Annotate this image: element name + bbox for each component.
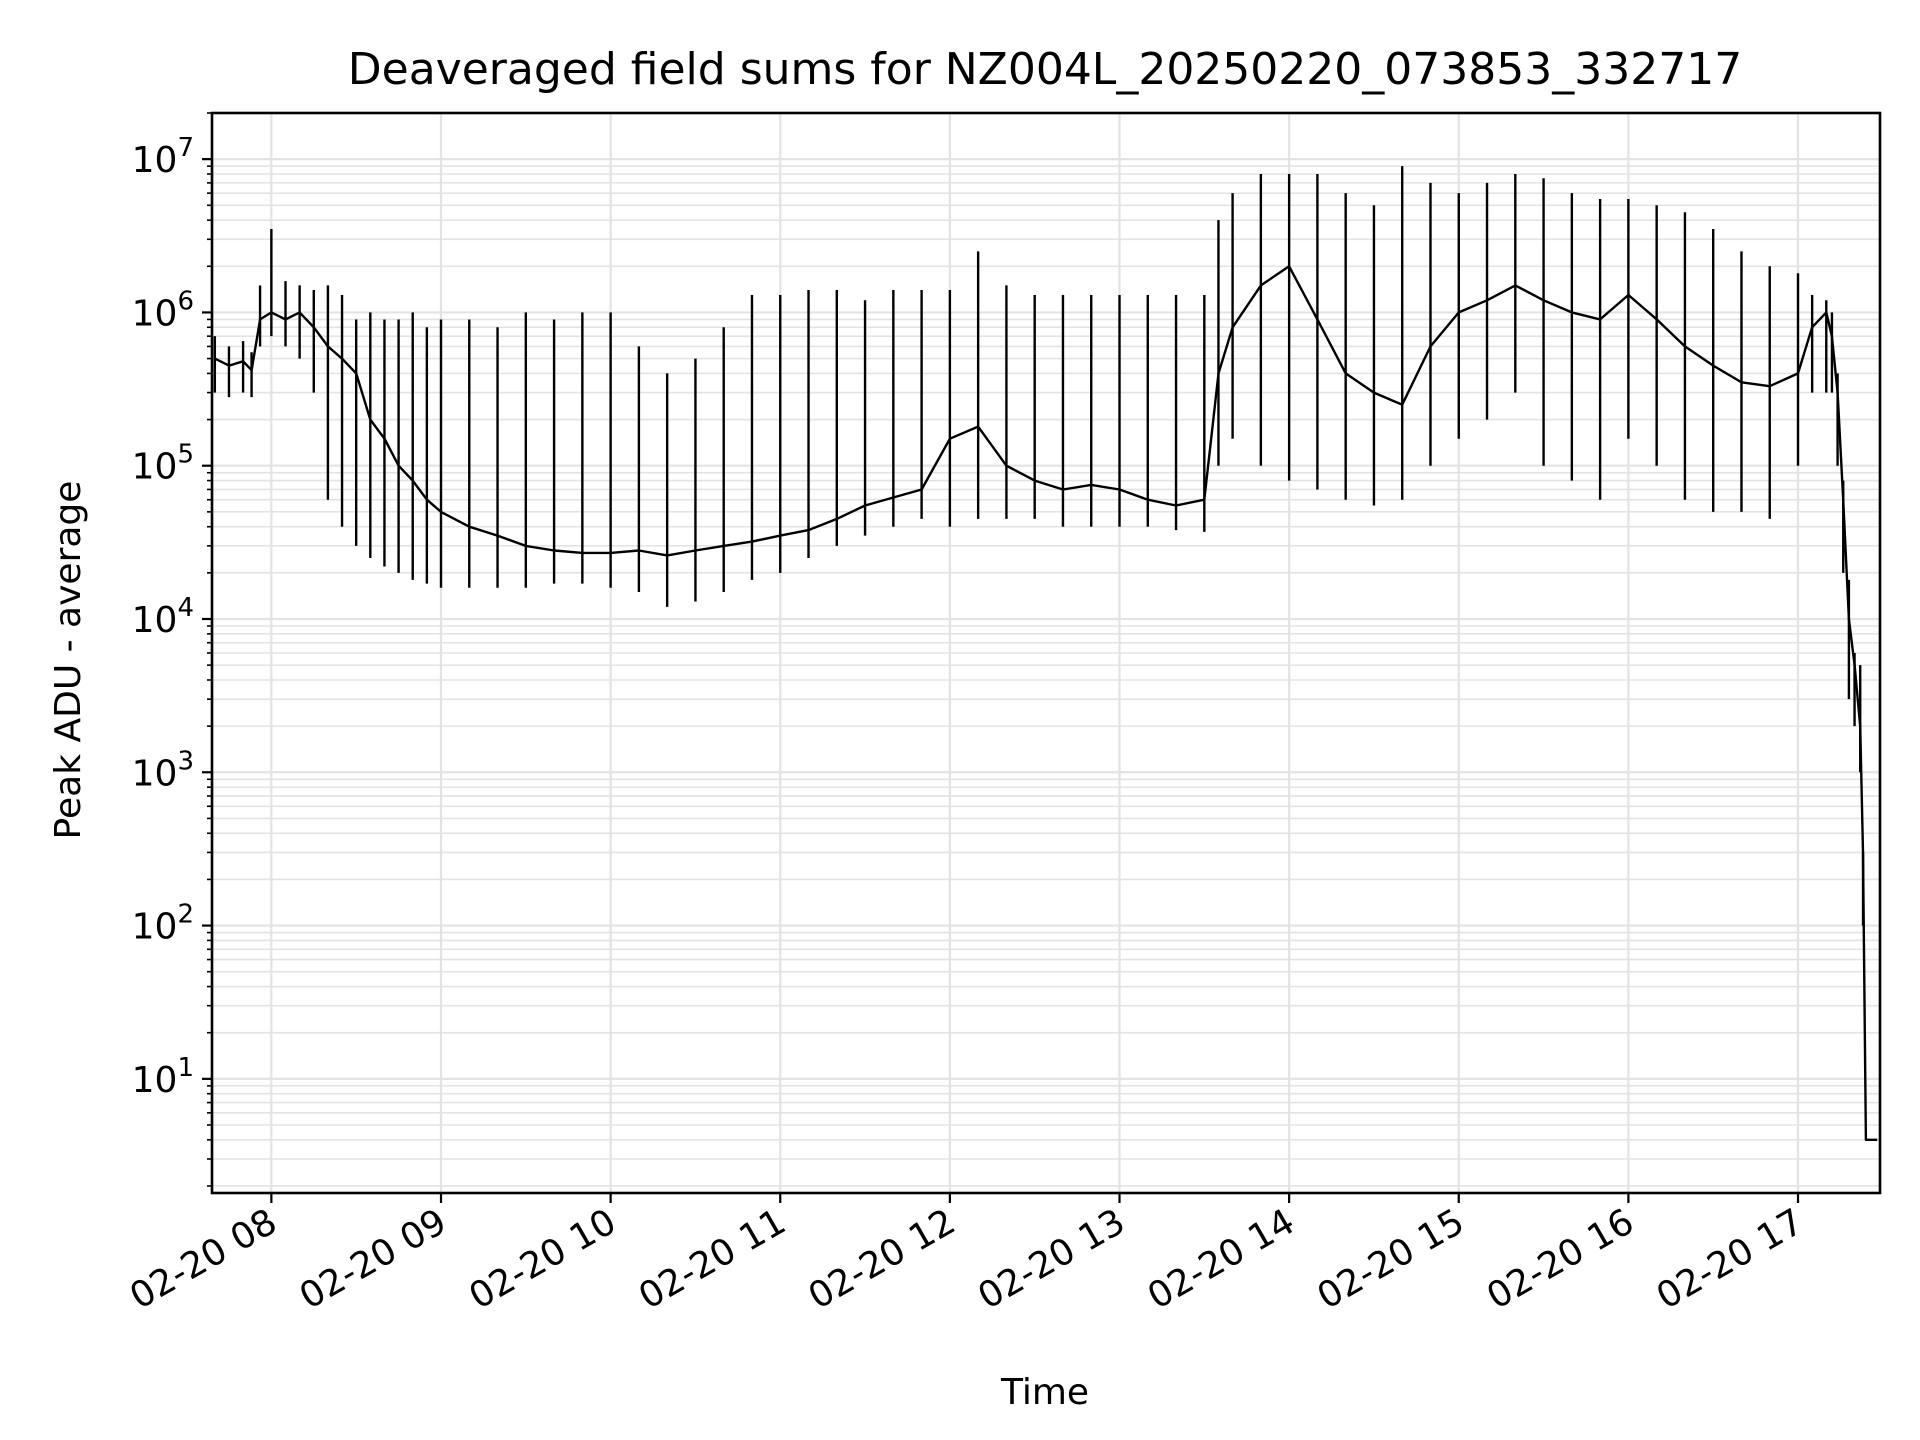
y-tick-exponent: 1 [177,1053,194,1083]
y-tick-base: 10 [132,600,178,641]
series-line [214,265,1878,1142]
x-axis-label: Time [1000,1372,1089,1413]
y-tick-exponent: 7 [177,133,194,163]
y-tick-label: 105 [132,440,194,488]
y-tick-label: 103 [132,746,194,794]
y-tick-exponent: 6 [177,286,194,316]
y-axis-label: Peak ADU - average [48,481,89,840]
y-tick-exponent: 5 [177,440,194,470]
y-tick-base: 10 [132,907,178,948]
y-tick-exponent: 4 [177,593,194,623]
y-tick-base: 10 [132,293,178,334]
y-tick-base: 10 [132,447,178,488]
y-tick-base: 10 [132,753,178,794]
y-tick-base: 10 [132,140,178,181]
y-tick-exponent: 2 [177,900,194,930]
y-tick-label: 102 [132,900,194,948]
y-tick-label: 106 [132,286,194,334]
y-tick-exponent: 3 [177,746,194,776]
y-tick-base: 10 [132,1060,178,1101]
chart-title: Deaveraged field sums for NZ004L_2025022… [348,44,1742,95]
y-tick-label: 107 [132,133,194,181]
y-tick-label: 101 [132,1053,194,1101]
y-tick-label: 104 [132,593,194,641]
